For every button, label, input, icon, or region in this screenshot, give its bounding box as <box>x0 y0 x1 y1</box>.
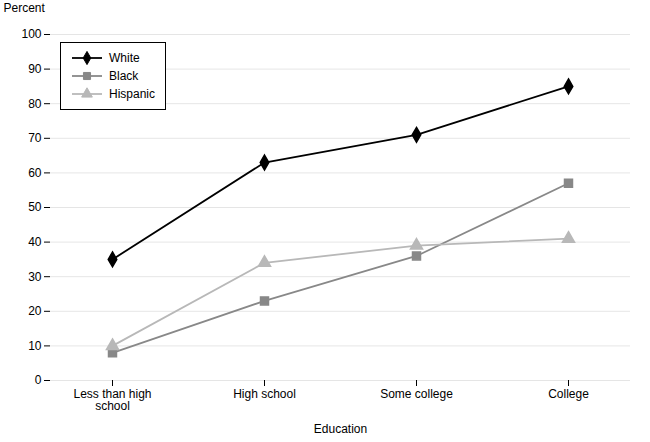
svg-text:50: 50 <box>28 200 42 214</box>
svg-text:College: College <box>548 387 589 401</box>
svg-text:70: 70 <box>28 131 42 145</box>
svg-text:20: 20 <box>28 304 42 318</box>
svg-text:40: 40 <box>28 235 42 249</box>
svg-text:Percent: Percent <box>4 1 46 15</box>
svg-text:80: 80 <box>28 97 42 111</box>
svg-text:High school: High school <box>233 387 296 401</box>
svg-text:30: 30 <box>28 270 42 284</box>
svg-text:100: 100 <box>21 27 41 41</box>
svg-text:0: 0 <box>35 373 42 387</box>
svg-text:Less than highschool: Less than highschool <box>73 387 151 413</box>
html-text:Black: Black <box>109 69 139 83</box>
svg-text:90: 90 <box>28 62 42 76</box>
html-text:White: White <box>109 51 140 65</box>
svg-text:Education: Education <box>314 422 367 436</box>
svg-text:10: 10 <box>28 339 42 353</box>
html-text:Hispanic: Hispanic <box>109 87 155 101</box>
svg-text:60: 60 <box>28 166 42 180</box>
svg-text:Some college: Some college <box>380 387 453 401</box>
